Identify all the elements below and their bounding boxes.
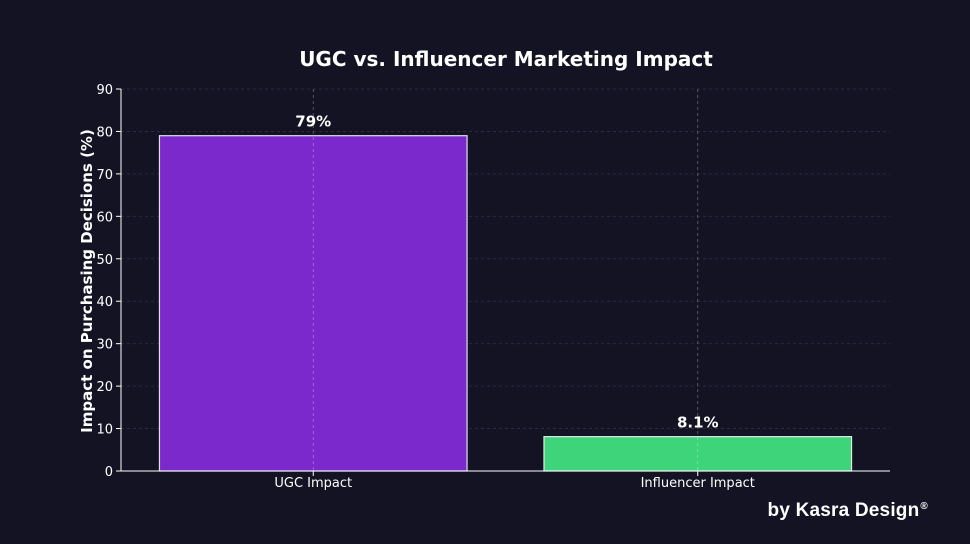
x-tick-label: Influencer Impact bbox=[641, 476, 755, 491]
y-tick-label: 30 bbox=[96, 338, 113, 353]
y-tick-label: 20 bbox=[96, 380, 113, 395]
bar bbox=[158, 135, 468, 472]
watermark-text: by Kasra Design bbox=[767, 500, 920, 521]
y-tick-label: 60 bbox=[96, 210, 113, 225]
y-tick-label: 90 bbox=[96, 83, 113, 98]
y-tick-label: 80 bbox=[96, 125, 113, 140]
chart-title: UGC vs. Influencer Marketing Impact bbox=[299, 47, 713, 71]
data-labels: 79% 8.1% bbox=[295, 113, 718, 432]
y-tick-label: 0 bbox=[105, 465, 113, 480]
axes bbox=[116, 88, 890, 476]
y-tick-label: 10 bbox=[96, 423, 113, 438]
tick-labels: 0 10 20 30 40 50 60 70 80 90 UGC Impact Influencer … bbox=[96, 83, 754, 491]
data-label: 8.1% bbox=[677, 414, 719, 432]
y-tick-label: 40 bbox=[96, 295, 113, 310]
vertical-grid-lines bbox=[312, 89, 699, 471]
y-axis-label: Impact on Purchasing Decisions (%) bbox=[78, 129, 96, 433]
bars bbox=[158, 135, 853, 472]
y-tick-label: 70 bbox=[96, 168, 113, 183]
watermark: by Kasra Design® bbox=[768, 500, 928, 522]
data-label: 79% bbox=[295, 113, 331, 131]
bar bbox=[543, 436, 853, 472]
registered-mark: ® bbox=[920, 500, 928, 512]
x-tick-label: UGC Impact bbox=[274, 476, 352, 491]
y-tick-label: 50 bbox=[96, 253, 113, 268]
